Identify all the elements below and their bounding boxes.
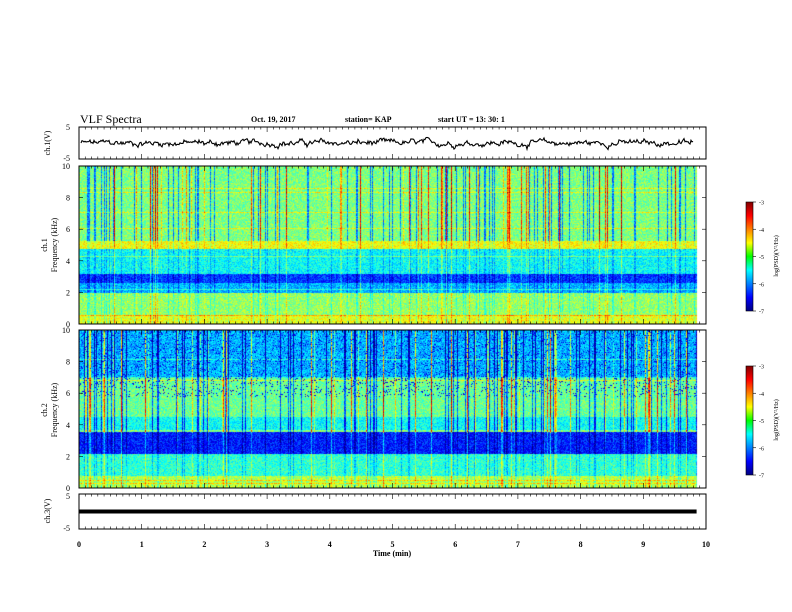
ch2-colorbar — [745, 365, 754, 476]
ch2-spectrogram-wrap — [79, 330, 706, 488]
x-tick-label: 7 — [516, 540, 520, 549]
x-tick-label: 5 — [391, 540, 395, 549]
y-tick-label: 6 — [66, 225, 70, 234]
ch2-frequency-ylabel: Frequency (kHz) — [50, 382, 59, 437]
x-tick-label: 6 — [453, 540, 457, 549]
colorbar-tick-label: -6 — [759, 446, 764, 452]
figure-title: VLF Spectra — [80, 112, 142, 126]
ch1-spectrogram-wrap — [79, 166, 706, 324]
ch3-ylabel: ch.3(V) — [43, 498, 52, 523]
ch1-frequency-ylabel: Frequency (kHz) — [50, 217, 59, 272]
header-date: Oct. 19, 2017 — [251, 115, 295, 124]
y-tick-label: 0 — [66, 320, 70, 329]
colorbar-tick-label: -7 — [759, 310, 764, 316]
time-axis-ticks: 0 1 2 3 4 5 6 7 8 9 10 — [77, 540, 710, 549]
y-tick-label: 2 — [66, 452, 70, 461]
colorbar-tick-label: -5 — [759, 419, 764, 425]
ch1-spectrogram-canvas — [79, 166, 706, 324]
colorbar-tick-label: -3 — [759, 365, 764, 371]
y-tick-label: 2 — [66, 288, 70, 297]
ch1-colorbar — [745, 201, 754, 312]
ch1-ylabel: ch.1(V) — [43, 130, 52, 155]
y-tick-label: 8 — [66, 194, 70, 203]
ch3-ytick-top: 5 — [66, 492, 70, 501]
y-tick-label: 10 — [62, 326, 70, 335]
x-tick-label: 10 — [702, 540, 710, 549]
colorbar-tick-label: -6 — [759, 282, 764, 288]
ch2-spectrogram-label: ch.2 — [40, 403, 49, 417]
ch1-spectrogram-yticks: 0 2 4 6 8 10 — [62, 162, 706, 329]
x-tick-label: 9 — [641, 540, 645, 549]
x-tick-label: 8 — [579, 540, 583, 549]
x-tick-label: 2 — [202, 540, 206, 549]
y-tick-label: 8 — [66, 358, 70, 367]
y-tick-label: 10 — [62, 162, 70, 171]
ch1-waveform-panel: 5 -5 ch.1(V) — [43, 123, 707, 163]
colorbar-tick-label: -4 — [759, 228, 764, 234]
x-tick-marks — [78, 127, 707, 529]
ch2-colorbar-ticks: -3 -4 -5 -6 -7 — [753, 365, 764, 480]
ch2-spectrogram-yticks: 0 2 4 6 8 10 — [62, 326, 706, 493]
x-tick-label: 3 — [265, 540, 269, 549]
y-tick-label: 4 — [66, 257, 70, 266]
ch2-spectrogram-canvas — [79, 330, 706, 488]
ch3-waveform-panel: 5 -5 ch.3(V) 0 1 2 3 4 5 6 7 8 9 10 Time (min) — [43, 492, 710, 558]
ch1-colorbar-ticks: -3 -4 -5 -6 -7 — [753, 201, 764, 316]
header-station: station= KAP — [345, 115, 392, 124]
x-tick-label: 0 — [77, 540, 81, 549]
header-start-time: start UT = 13: 30: 1 — [438, 115, 505, 124]
ch1-colorbar-label: log(PSD)(V²/Hz) — [773, 235, 780, 276]
x-tick-label: 4 — [328, 540, 332, 549]
ch1-spectrogram-label: ch.1 — [40, 238, 49, 252]
y-tick-label: 4 — [66, 421, 70, 430]
x-tick-label: 1 — [140, 540, 144, 549]
colorbar-tick-label: -3 — [759, 201, 764, 207]
time-axis-label: Time (min) — [373, 549, 412, 558]
y-tick-label: 0 — [66, 484, 70, 493]
y-tick-label: 6 — [66, 389, 70, 398]
ch1-ytick-top: 5 — [66, 123, 70, 132]
ch1-ytick-bottom: -5 — [63, 154, 70, 163]
colorbar-tick-label: -4 — [759, 392, 764, 398]
ch1-waveform-trace — [80, 136, 694, 152]
ch2-colorbar-label: log(PSD)(V²/Hz) — [773, 399, 780, 440]
colorbar-tick-label: -7 — [759, 474, 764, 480]
ch3-ytick-bottom: -5 — [63, 524, 70, 533]
colorbar-tick-label: -5 — [759, 255, 764, 261]
